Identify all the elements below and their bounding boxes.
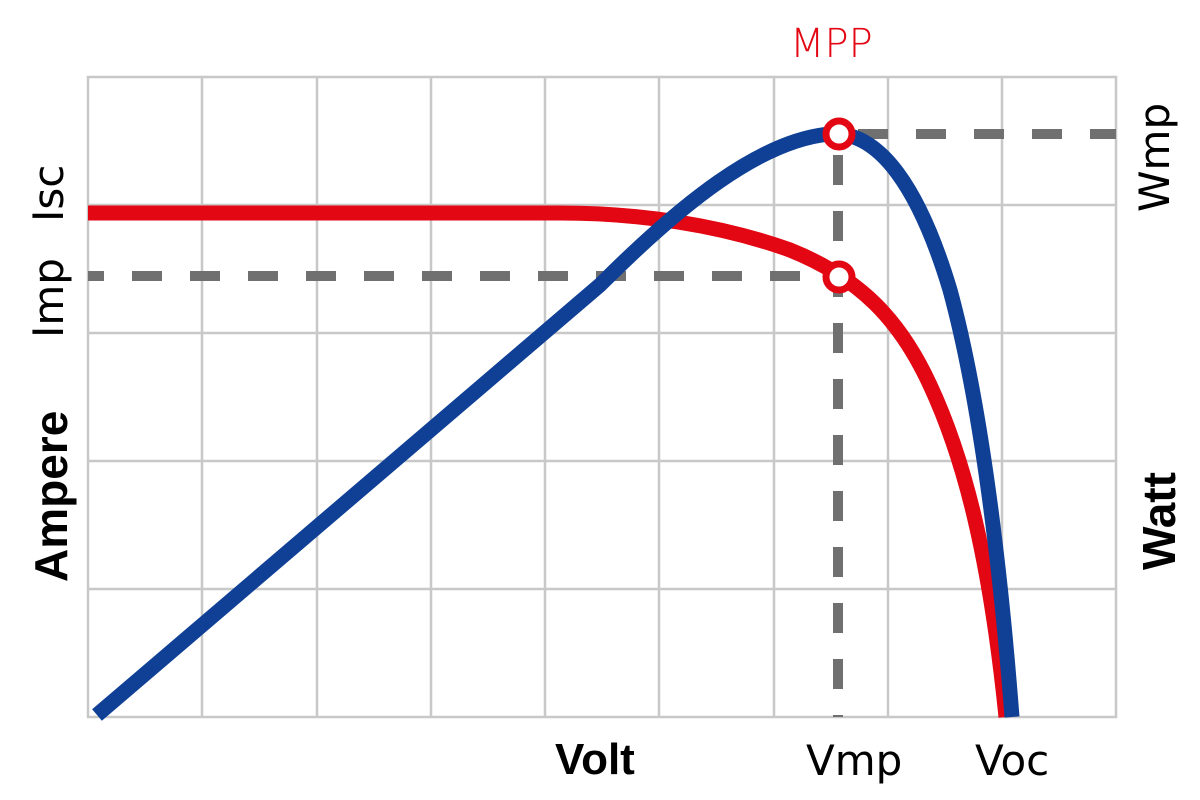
grid [86, 75, 1118, 719]
vmp-tick-label: Vmp [806, 736, 903, 785]
current-curve [88, 205, 1014, 718]
mpp-marker-power [822, 117, 856, 151]
guide-dashes [88, 129, 1116, 717]
voc-tick-label: Voc [975, 736, 1050, 785]
mpp-marker-current [822, 260, 856, 294]
right-axis-title: Watt [1133, 472, 1185, 570]
mpp-label: MPP [790, 21, 873, 67]
isc-tick-label: Isc [24, 164, 73, 222]
power-curve [92, 126, 1020, 721]
x-axis-title: Volt [555, 735, 635, 784]
imp-tick-label: Imp [24, 258, 73, 338]
wmp-tick-label: Wmp [1130, 102, 1179, 212]
left-axis-title: Ampere [25, 410, 77, 582]
